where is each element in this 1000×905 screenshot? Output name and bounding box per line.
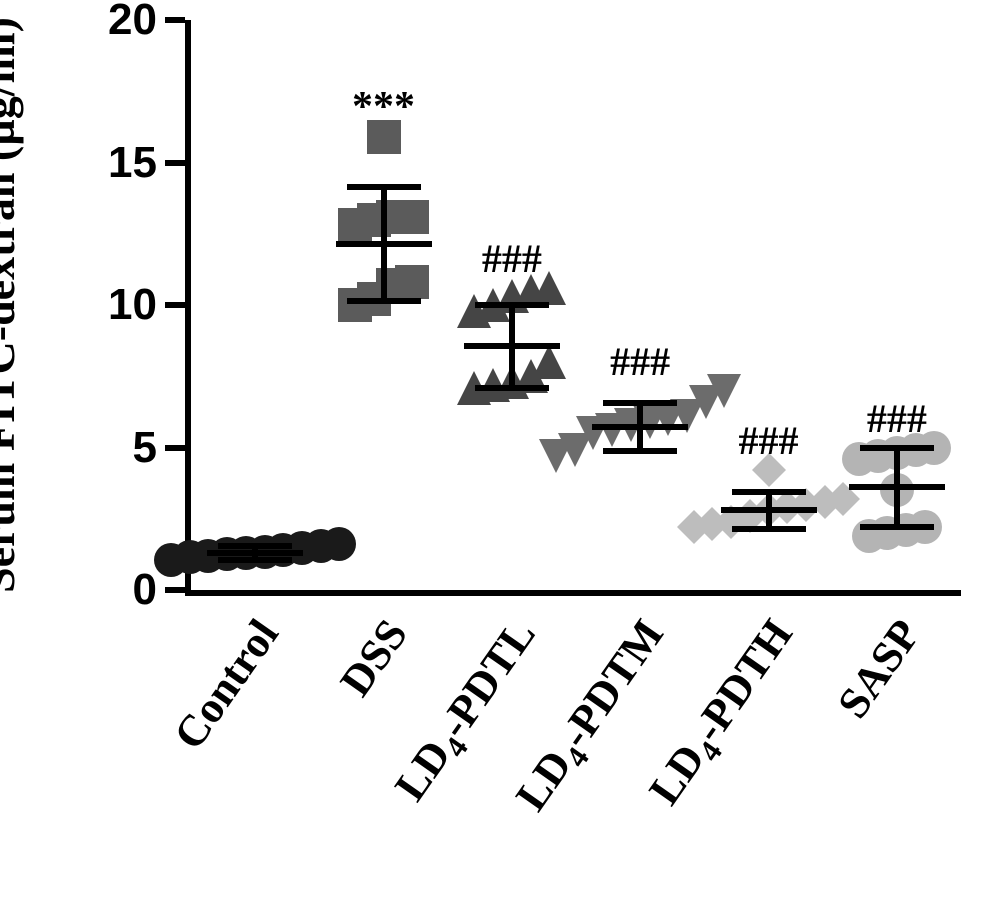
y-tick [165,445,185,451]
y-tick [165,302,185,308]
mean-line [721,507,817,513]
x-category-label: Control [163,610,288,759]
y-tick-label: 5 [133,423,157,473]
error-cap [732,489,806,495]
y-axis-label: Serum FITC-dextran (µg/ml) [0,17,25,593]
data-point [395,265,429,299]
error-cap [347,298,421,304]
y-tick-label: 15 [108,138,157,188]
x-category-label: SASP [827,610,930,727]
y-tick-label: 10 [108,280,157,330]
data-point [395,200,429,234]
significance-label: ### [739,417,799,464]
error-cap [603,448,677,454]
significance-label: ### [610,338,670,385]
significance-label: *** [352,83,415,131]
data-point [532,345,566,379]
error-cap [475,302,549,308]
mean-line [464,343,560,349]
error-cap [860,524,934,530]
error-cap [347,184,421,190]
x-category-label: DSS [329,610,417,705]
data-point [322,527,356,561]
error-cap [603,400,677,406]
error-cap [732,526,806,532]
significance-label: ### [867,395,927,442]
mean-line [592,424,688,430]
mean-line [849,484,945,490]
scatter-chart: Serum FITC-dextran (µg/ml) 05101520Contr… [0,0,1000,905]
error-cap [860,445,934,451]
y-tick [165,160,185,166]
y-tick-label: 20 [108,0,157,45]
mean-line [207,550,303,556]
data-point [707,374,741,408]
y-tick [165,17,185,23]
significance-label: ### [482,235,542,282]
error-cap [218,543,292,549]
error-cap [218,557,292,563]
mean-line [336,241,432,247]
error-cap [475,385,549,391]
y-tick [165,587,185,593]
